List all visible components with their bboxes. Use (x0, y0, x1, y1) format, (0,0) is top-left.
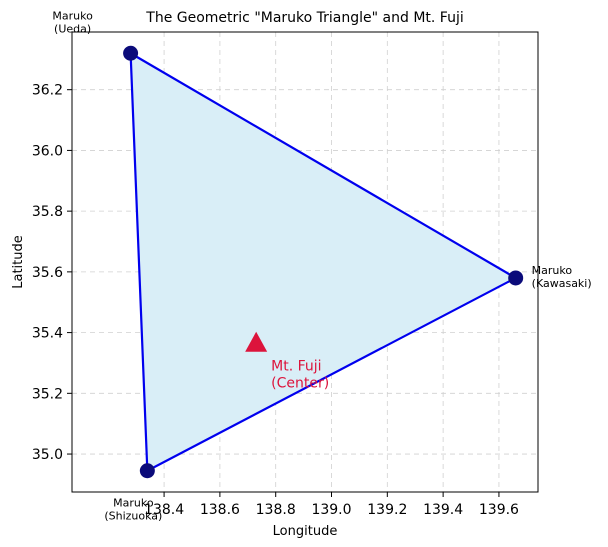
y-tick-label: 36.2 (32, 83, 63, 99)
vertex-label-line: (Kawasaki) (532, 277, 592, 290)
vertex-label-line: (Shizuoka) (104, 510, 162, 523)
plot-area: Maruko (Ueda)Maruko (Kawasaki)Maruko (Shizu… (52, 9, 591, 522)
x-tick-label: 139.6 (479, 502, 519, 518)
y-tick-label: 35.4 (32, 326, 63, 342)
vertex-marker-ueda (123, 45, 139, 61)
x-tick-label: 139.0 (311, 502, 351, 518)
x-tick-label: 139.2 (367, 502, 407, 518)
mt-fuji-label-line: (Center) (271, 376, 329, 392)
vertex-label-kawasaki: Maruko (Kawasaki) (532, 264, 592, 290)
y-tick-label: 35.0 (32, 447, 63, 463)
x-axis-label: Longitude (273, 524, 338, 539)
mt-fuji-label: Mt. Fuji (Center) (271, 359, 329, 392)
vertex-label-line: (Ueda) (54, 22, 91, 35)
x-tick-label: 139.4 (423, 502, 463, 518)
vertex-label-line: Maruko (532, 264, 573, 277)
vertex-marker-kawasaki (508, 270, 524, 286)
mt-fuji-label-line: Mt. Fuji (271, 359, 321, 375)
x-tick-label: 138.8 (256, 502, 296, 518)
y-axis-label: Latitude (11, 235, 26, 289)
maruko-triangle (129, 52, 517, 472)
vertex-label-shizuoka: Maruko (Shizuoka) (104, 497, 162, 523)
vertex-label-line: Maruko (52, 9, 93, 22)
y-tick-label: 35.6 (32, 265, 63, 281)
mt-fuji-marker (245, 331, 268, 352)
x-tick-label: 138.4 (144, 502, 184, 518)
y-tick-label: 35.8 (32, 204, 63, 220)
chart-title: The Geometric "Maruko Triangle" and Mt. … (145, 10, 463, 26)
y-tick-label: 36.0 (32, 143, 63, 159)
y-tick-label: 35.2 (32, 386, 63, 402)
plot-frame (71, 31, 539, 493)
axes: 138.4 138.6 138.8 139.0 139.2 139.4 139.6 35.0 3… (32, 83, 519, 518)
vertex-marker-shizuoka (139, 463, 155, 479)
x-tick-label: 138.6 (200, 502, 240, 518)
vertex-label-line: Maruko (113, 497, 154, 510)
vertex-label-ueda: Maruko (Ueda) (52, 9, 93, 35)
